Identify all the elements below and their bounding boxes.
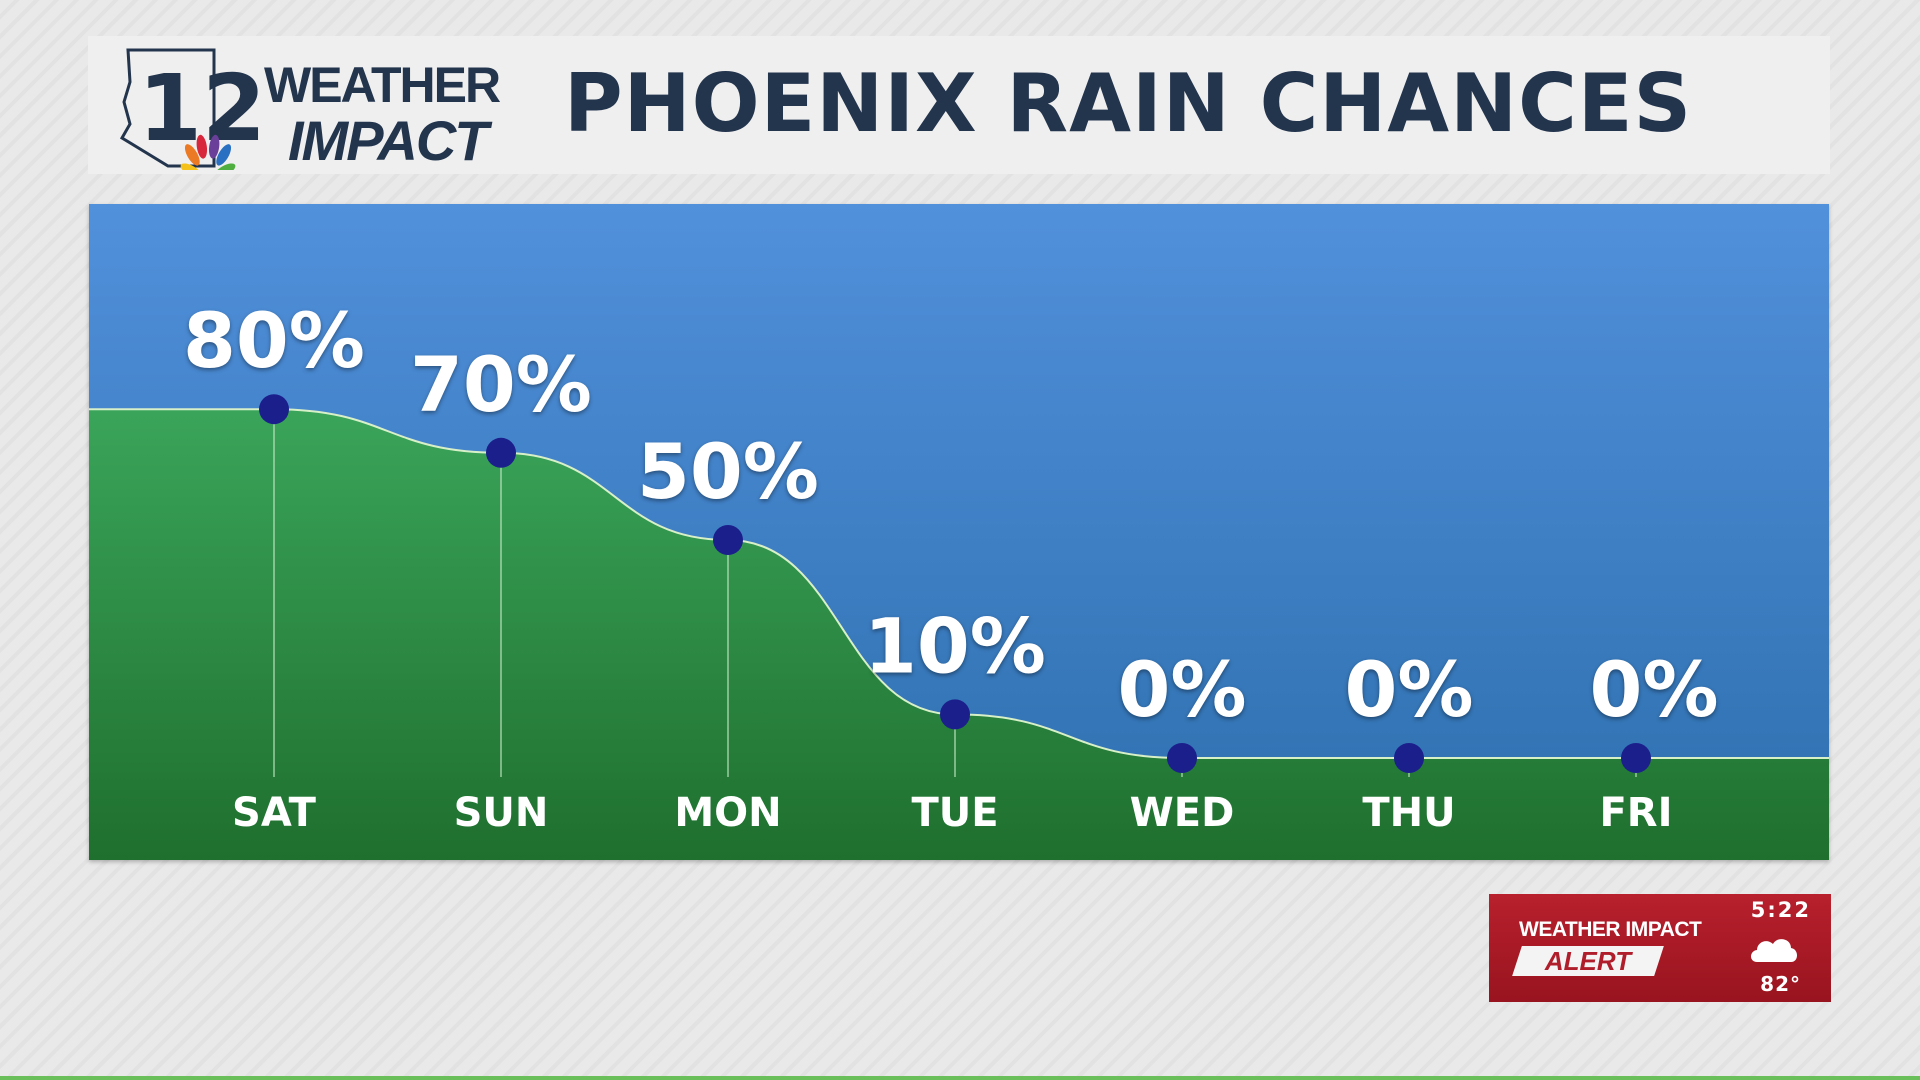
value-label: 0% bbox=[1344, 645, 1473, 734]
data-point bbox=[486, 437, 516, 468]
rain-chance-chart: 80% SAT 70% SUN 50% MON 10% TUE 0% WED 0% THU 0% FRI bbox=[89, 204, 1829, 860]
category-label: FRI bbox=[1599, 790, 1672, 836]
value-label: 50% bbox=[637, 427, 819, 516]
data-point bbox=[940, 699, 970, 730]
value-label: 80% bbox=[183, 296, 365, 385]
category-label: SUN bbox=[454, 790, 549, 836]
rain-area bbox=[89, 409, 1829, 860]
alert-title: WEATHER IMPACT bbox=[1519, 918, 1702, 941]
data-point bbox=[1167, 743, 1197, 773]
category-label: SAT bbox=[232, 790, 317, 836]
data-point bbox=[1394, 743, 1424, 773]
cloud-icon bbox=[1751, 939, 1797, 962]
page-title: PHOENIX RAIN CHANCES bbox=[564, 57, 1693, 150]
value-label: 0% bbox=[1589, 645, 1718, 734]
category-label: TUE bbox=[911, 790, 998, 836]
logo-weather-text: WEATHER bbox=[264, 57, 501, 113]
category-label: WED bbox=[1130, 790, 1235, 836]
alert-temperature: 82° bbox=[1760, 972, 1801, 996]
category-label: THU bbox=[1362, 790, 1455, 836]
data-point bbox=[1621, 743, 1651, 773]
category-label: MON bbox=[674, 790, 781, 836]
peacock-icon bbox=[180, 134, 236, 170]
value-label: 70% bbox=[410, 340, 592, 429]
header-banner: 12 WEATHER IMPACT PHOENIX RAIN CHANCES bbox=[88, 36, 1830, 174]
alert-label: ALERT bbox=[1544, 946, 1632, 976]
bottom-accent-line bbox=[0, 1076, 1920, 1080]
data-point bbox=[713, 525, 743, 555]
logo-impact-text: IMPACT bbox=[288, 109, 493, 170]
value-label: 0% bbox=[1117, 645, 1246, 734]
data-point bbox=[259, 394, 289, 425]
value-label: 10% bbox=[864, 601, 1046, 690]
weather-alert-badge: WEATHER IMPACT ALERT 5:22 82° bbox=[1489, 894, 1831, 1002]
weather-impact-logo: 12 WEATHER IMPACT bbox=[119, 48, 503, 170]
alert-time: 5:22 bbox=[1750, 898, 1811, 922]
